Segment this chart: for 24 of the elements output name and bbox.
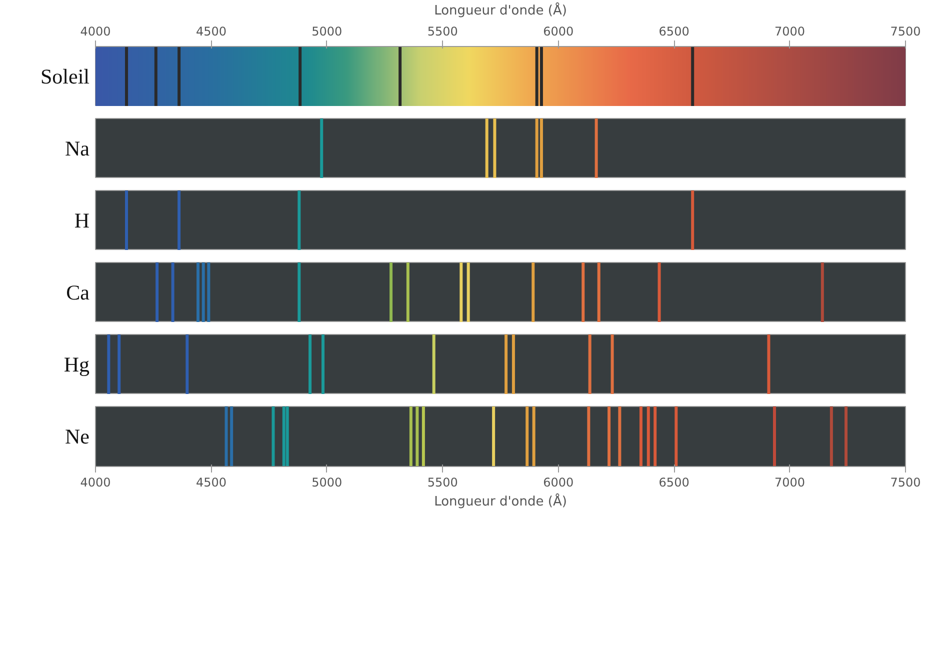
x2-axis-title: Longueur d'onde (Å) [434, 2, 567, 18]
x-axis-title: Longueur d'onde (Å) [434, 492, 567, 510]
y-axis-title: Na [65, 136, 90, 160]
x2-tick-label: 5500 [427, 24, 458, 38]
y-axis-title: H [74, 208, 90, 232]
x2-tick-label: 7500 [890, 24, 921, 38]
x2-tick-label: 5000 [312, 24, 342, 38]
x2-tick-label: 4000 [80, 24, 111, 38]
x-tick-label: 5000 [312, 476, 342, 490]
x2-tick-label: 6000 [543, 24, 574, 38]
y-axis-title: Ca [66, 280, 90, 304]
x-tick-label: 6000 [543, 476, 574, 490]
y-axis-title: Soleil [40, 64, 90, 88]
x-tick-label: 7500 [890, 476, 921, 490]
x-tick-label: 4500 [196, 476, 226, 490]
x-tick-label: 4000 [80, 476, 111, 490]
x2-tick-label: 4500 [196, 24, 226, 38]
x-tick-label: 6500 [658, 476, 690, 490]
y-axis-title: Hg [64, 352, 90, 376]
x2-tick-label: 7000 [774, 24, 806, 38]
x-tick-label: 5500 [427, 476, 458, 490]
x-tick-label: 7000 [774, 476, 806, 490]
x2-tick-label: 6500 [658, 24, 690, 38]
y-axis-title: Ne [65, 424, 90, 448]
